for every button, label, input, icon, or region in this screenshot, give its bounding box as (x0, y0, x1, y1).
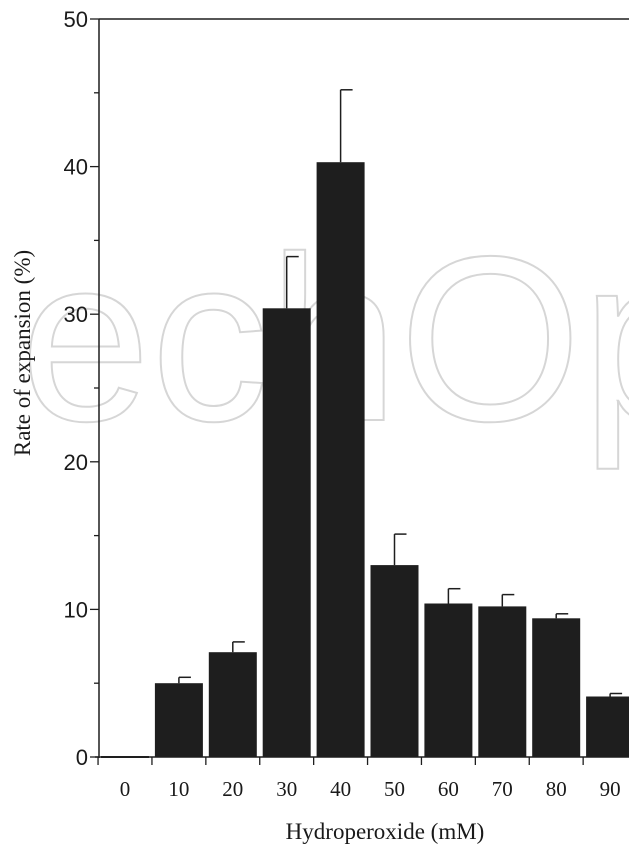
bar (478, 606, 527, 757)
x-tick-label: 50 (384, 777, 405, 801)
y-tick-label: 0 (76, 745, 88, 770)
x-tick-label: 90 (600, 777, 621, 801)
bar (424, 603, 473, 757)
bar (532, 618, 581, 757)
x-tick-label: 20 (222, 777, 243, 801)
y-tick-label: 50 (64, 7, 88, 32)
y-tick-label: 10 (64, 597, 88, 622)
y-tick-label: 20 (64, 450, 88, 475)
x-tick-label: 0 (120, 777, 131, 801)
bar (154, 683, 203, 757)
x-tick-label: 40 (330, 777, 351, 801)
tick-labels-group: 0 10 20 30 40 50 60 70 80 90 0 10 20 30 40 50 (64, 7, 621, 801)
bar (262, 308, 311, 757)
x-tick-label: 80 (546, 777, 567, 801)
error-bars-group (178, 89, 623, 697)
axes-group (90, 18, 629, 765)
bar (208, 652, 257, 757)
x-tick-label: 10 (168, 777, 189, 801)
x-tick-label: 30 (276, 777, 297, 801)
bar (370, 565, 419, 757)
bar (316, 162, 365, 757)
bar (586, 696, 629, 757)
x-axis-title: Hydroperoxide (mM) (286, 819, 485, 844)
x-tick-label: 60 (438, 777, 459, 801)
y-axis-title: Rate of expansion (%) (10, 250, 35, 456)
y-tick-label: 40 (64, 155, 88, 180)
x-tick-label: 70 (492, 777, 513, 801)
y-tick-label: 30 (64, 302, 88, 327)
bars-group (101, 162, 629, 758)
